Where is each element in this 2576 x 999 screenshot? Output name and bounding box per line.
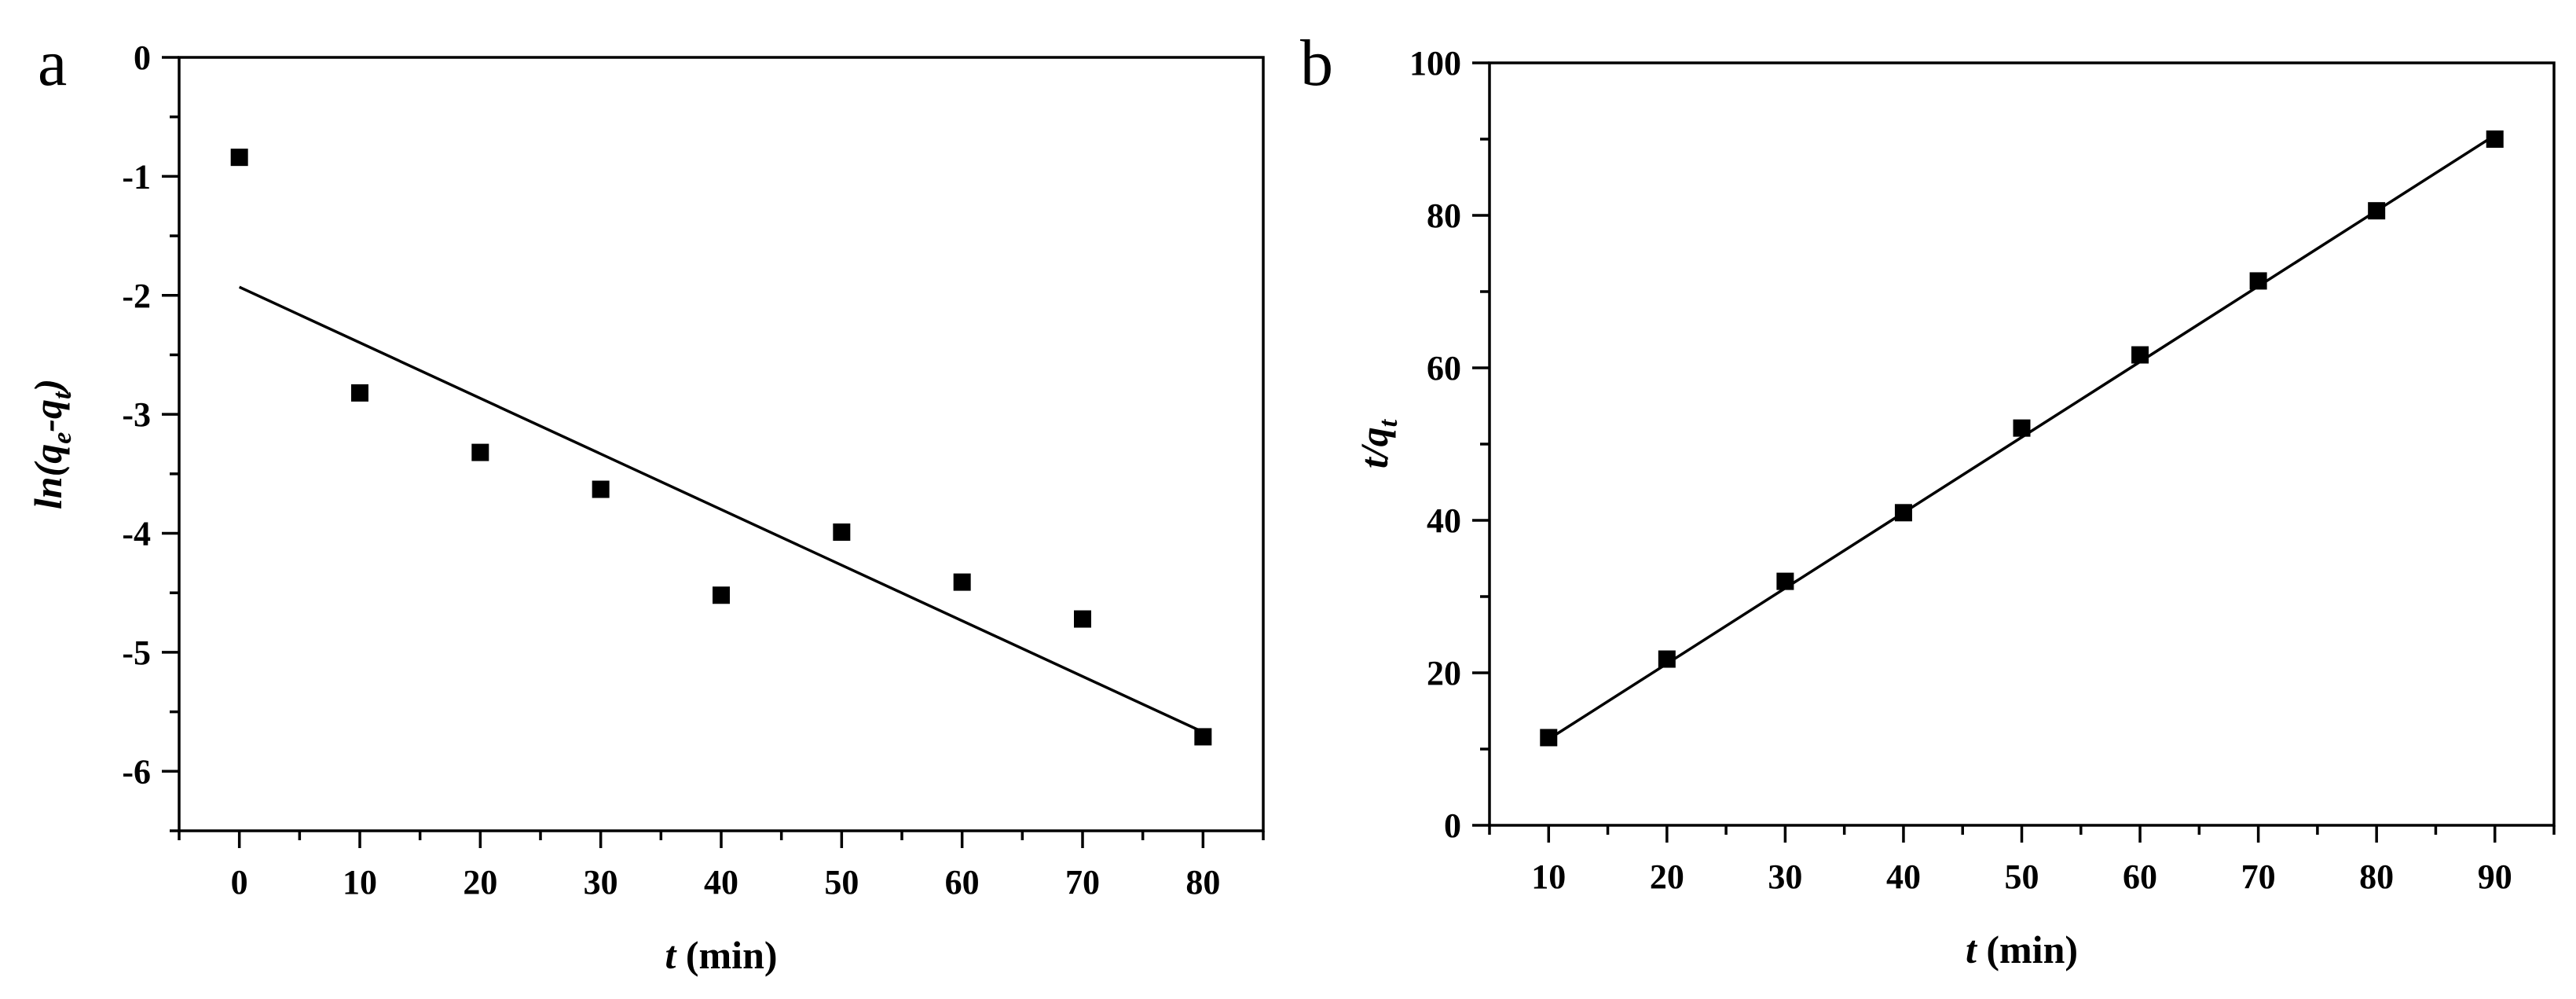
data-point [713,586,730,604]
y-tick-label: -5 [122,634,151,672]
y-tick-label: 60 [1427,349,1461,387]
y-tick-label: 80 [1427,196,1461,235]
y-axis-title-prefix-b: t/q [1352,427,1396,468]
x-axis-title-var-a: t [665,933,677,977]
plot-frame-b [1488,61,2556,827]
y-axis-title-sub2-a: t [48,391,77,399]
data-point [833,523,851,542]
y-axis-title-sub1-a: e [48,432,77,444]
data-point [230,149,248,167]
x-tick-label: 60 [2123,858,2157,896]
y-axis-title-a: ln(qe-qt) [26,379,77,509]
y-tick-label: 20 [1427,654,1461,692]
x-tick-label: 60 [945,863,980,902]
fit-line-b [1548,134,2496,740]
x-axis-ticks-a: 0 10 20 30 40 50 60 70 80 [178,831,1265,902]
x-axis-title-a: t (min) [665,933,777,977]
y-tick-label: 0 [134,39,151,77]
y-axis-ticks-a: 0 -1 -2 -3 -4 -5 -6 [122,39,179,832]
x-axis-title-b: t (min) [1966,927,2078,971]
data-point [1894,504,1912,522]
y-axis-title-b: t/qt [1352,418,1403,468]
fit-line-a [238,285,1204,733]
x-tick-label: 40 [1886,858,1921,896]
y-axis-ticks-b: 0 20 40 60 80 100 [1409,44,1490,845]
x-tick-label: 20 [463,863,497,902]
x-tick-label: 10 [1531,858,1566,896]
plot-frame-a [178,56,1265,832]
x-tick-label: 20 [1650,858,1684,896]
chart-panel-b: b 10 20 30 40 50 60 70 80 90 0 20 40 60 80 100 t (min… [1300,27,2556,971]
data-point [2368,202,2386,220]
data-points-b [1540,130,2504,747]
x-tick-label: 70 [1065,863,1100,902]
x-tick-label: 90 [2478,858,2512,896]
y-axis-title-sub-b: t [1374,418,1403,427]
data-point [1194,728,1212,746]
panel-label-b: b [1300,27,1333,100]
data-point [2249,272,2267,290]
y-axis-title-suffix-a: ) [26,379,70,395]
y-tick-label: -1 [122,157,151,196]
x-tick-label: 30 [1768,858,1802,896]
x-axis-title-var-b: t [1966,927,1978,971]
y-tick-label: -6 [122,752,151,791]
x-tick-label: 40 [704,863,738,902]
chart-panel-a: a 0 10 20 30 40 50 60 70 80 0 -1 -2 -3 -4 -5 -6 t (min… [26,27,1265,977]
data-point [471,443,489,461]
data-points-a [230,149,1212,746]
data-point [1540,729,1558,747]
x-tick-label: 10 [343,863,377,902]
y-tick-label: 0 [1444,806,1461,845]
y-tick-label: -4 [122,515,151,553]
data-point [953,573,971,591]
x-tick-label: 30 [584,863,618,902]
x-tick-label: 50 [824,863,859,902]
y-tick-label: 40 [1427,501,1461,540]
y-axis-title-prefix-a: ln(q [26,444,70,509]
data-point [1776,572,1794,590]
data-point [592,480,610,498]
y-tick-label: -2 [122,277,151,315]
y-axis-title-mid-a: -q [26,399,70,432]
data-point [2131,346,2149,364]
y-tick-label: -3 [122,395,151,434]
x-tick-label: 80 [1185,863,1220,902]
data-point [2486,130,2504,148]
data-point [2013,419,2031,437]
x-tick-label: 80 [2359,858,2394,896]
panel-label-a: a [38,27,67,100]
y-tick-label: 100 [1409,44,1461,83]
x-tick-label: 50 [2005,858,2039,896]
x-axis-title-unit-a: (min) [676,933,777,977]
data-point [1074,610,1091,628]
data-point [351,384,368,402]
data-point [1658,650,1676,668]
x-axis-title-unit-b: (min) [1977,927,2078,971]
x-tick-label: 70 [2241,858,2276,896]
x-tick-label: 0 [231,863,248,902]
x-axis-ticks-b: 10 20 30 40 50 60 70 80 90 [1488,825,2556,896]
